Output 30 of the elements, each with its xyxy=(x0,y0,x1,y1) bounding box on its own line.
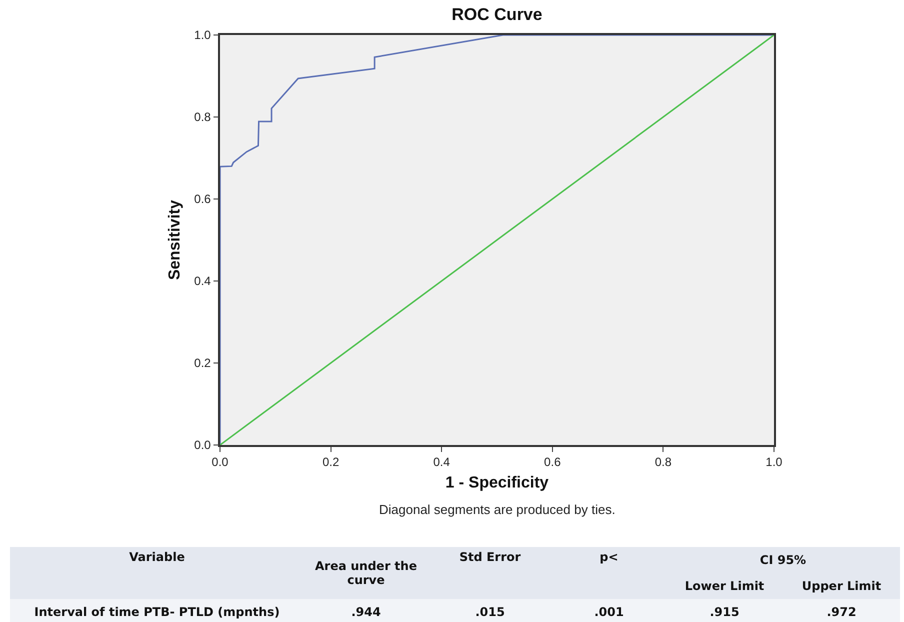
y-tick-label: 0.8 xyxy=(194,110,212,124)
text: Diagonal segments are produced by ties. xyxy=(379,502,616,517)
text: Variable xyxy=(10,547,304,599)
x-tick-label: 0.8 xyxy=(654,455,672,470)
chart-title: ROC Curve xyxy=(452,4,542,24)
text: Interval of time PTB- PTLD (mpnths) xyxy=(10,599,304,622)
text: Std Error xyxy=(428,547,552,599)
text: Upper Limit xyxy=(783,573,900,599)
line-series xyxy=(220,35,774,445)
y-tick-label: 0.0 xyxy=(194,438,212,452)
y-tick-label: 0.2 xyxy=(194,356,212,370)
text: Area under the curve xyxy=(304,547,428,599)
text: Lower Limit xyxy=(666,573,784,599)
text: .001 xyxy=(552,599,666,622)
text: .972 xyxy=(783,599,900,622)
x-tick-label: 1.0 xyxy=(766,455,783,470)
x-tick-label: 0.4 xyxy=(433,455,450,470)
text: .915 xyxy=(666,599,784,622)
x-tick-label: 0.6 xyxy=(544,455,562,470)
text: .944 xyxy=(304,599,428,622)
x-tick-label: 0.0 xyxy=(212,455,229,470)
y-tick-label: 1.0 xyxy=(194,28,212,42)
x-tick-label: 0.2 xyxy=(322,455,340,470)
y-axis-title: Sensitivity xyxy=(166,200,184,280)
y-tick-label: 0.4 xyxy=(194,274,212,288)
text: p< xyxy=(552,547,666,599)
text: .015 xyxy=(428,599,552,622)
text: CI 95% xyxy=(666,547,900,573)
x-axis-title: 1 - Specificity xyxy=(445,474,549,492)
y-tick-label: 0.6 xyxy=(194,192,212,206)
